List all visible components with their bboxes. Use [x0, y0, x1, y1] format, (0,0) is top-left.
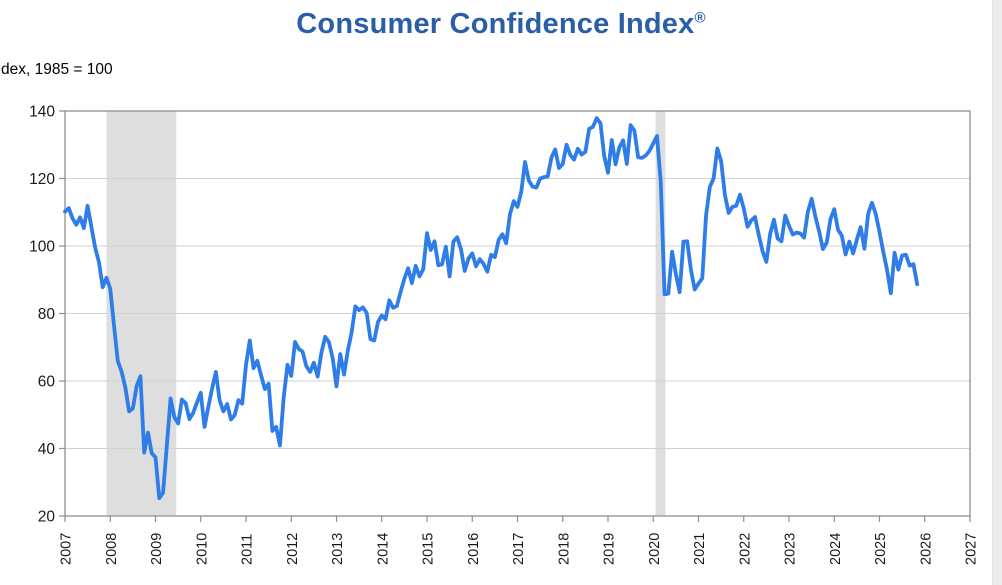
x-tick-label: 2026 — [918, 533, 934, 565]
x-tick-label: 2024 — [828, 533, 844, 565]
x-tick-label: 2010 — [194, 533, 210, 565]
registered-trademark-symbol: ® — [694, 9, 706, 27]
page-title: Consumer Confidence Index® — [0, 8, 1002, 41]
x-tick-label: 2013 — [330, 533, 346, 565]
x-tick-label: 2017 — [511, 533, 527, 565]
page-edge-strip — [992, 0, 1002, 585]
x-tick-label: 2011 — [240, 534, 256, 565]
x-tick-label: 2012 — [285, 533, 301, 565]
y-tick-label: 20 — [38, 509, 56, 526]
x-tick-label: 2022 — [737, 533, 753, 565]
x-tick-label: 2021 — [692, 533, 708, 565]
x-tick-label: 2016 — [466, 533, 482, 565]
y-tick-label: 100 — [29, 239, 55, 256]
plot-border — [64, 110, 971, 517]
x-tick-label: 2025 — [873, 533, 889, 565]
x-tick-label: 2020 — [647, 533, 663, 565]
x-tick-label: 2015 — [421, 533, 437, 565]
x-tick-label: 2023 — [783, 533, 799, 565]
y-tick-label: 80 — [38, 306, 56, 323]
x-tick-label: 2008 — [104, 533, 120, 565]
x-tick-label: 2019 — [602, 533, 618, 565]
x-tick-label: 2027 — [964, 533, 980, 565]
page-title-text: Consumer Confidence Index — [296, 8, 695, 40]
y-tick-label: 140 — [29, 104, 55, 121]
x-tick-label: 2007 — [59, 533, 75, 565]
x-tick-label: 2018 — [556, 533, 572, 565]
y-tick-label: 60 — [38, 374, 56, 391]
x-tick-label: 2014 — [375, 533, 391, 565]
cci-series-line — [63, 116, 920, 501]
x-tick-label: 2009 — [149, 533, 165, 565]
y-axis-caption: dex, 1985 = 100 — [1, 61, 113, 78]
y-tick-label: 40 — [38, 441, 56, 458]
y-tick-label: 120 — [29, 171, 55, 188]
